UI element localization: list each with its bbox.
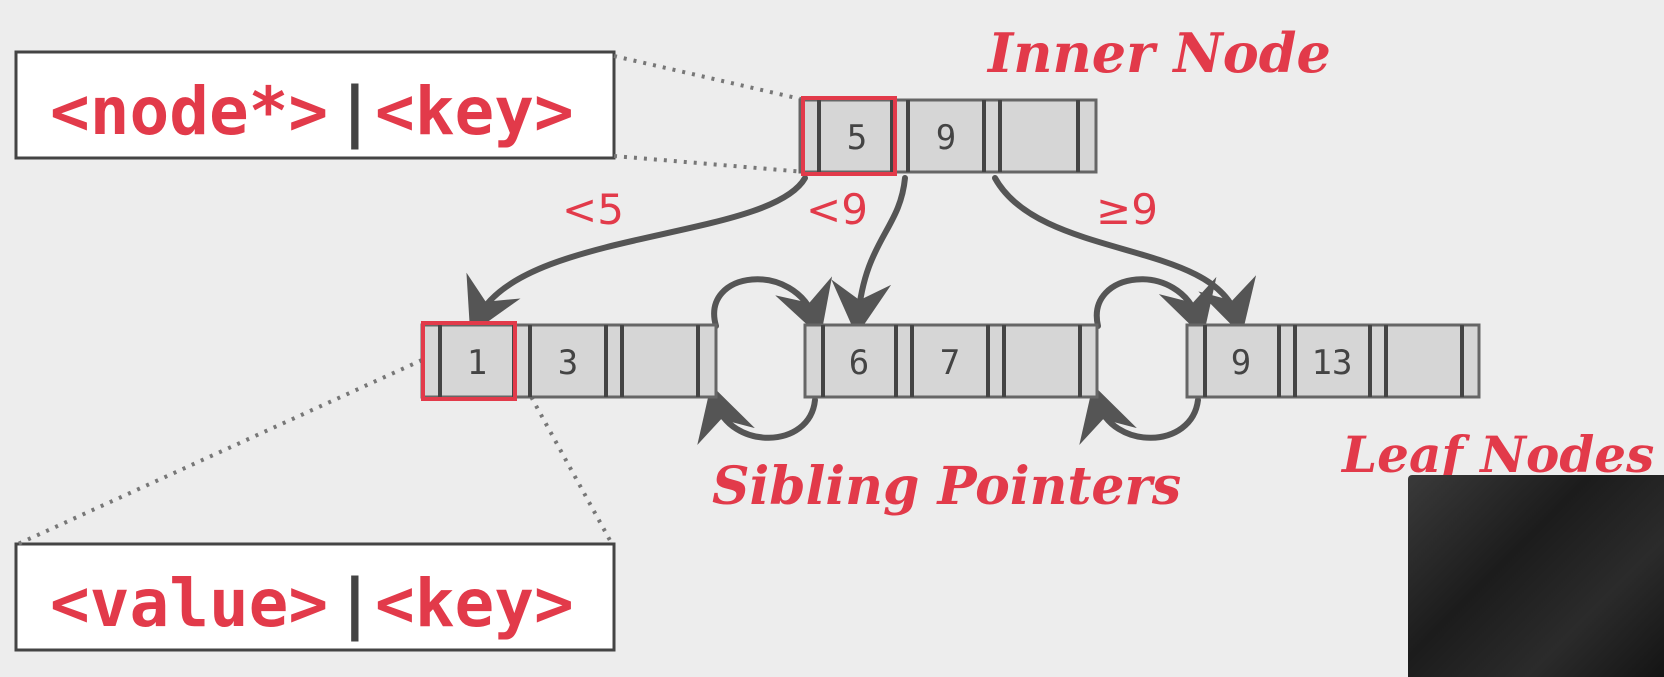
arrow-ge9	[992, 175, 1257, 336]
highlight-box	[421, 321, 517, 401]
legend-value: <value>	[50, 565, 328, 642]
leaf-entry-legend: <value> | <key>	[14, 542, 616, 652]
legend-key: <key>	[375, 565, 574, 642]
leaf-node: 6 7	[803, 323, 1099, 399]
sibling-arrow-forward	[1093, 276, 1217, 338]
connector-line	[17, 358, 423, 546]
leaf-key: 1	[467, 343, 487, 383]
legend-node-pointer: <node*>	[50, 73, 328, 150]
sibling-arrow-forward	[711, 276, 833, 338]
arrow-lt5	[466, 175, 808, 335]
video-thumbnail	[1408, 475, 1664, 677]
sibling-pointers-title: Sibling Pointers	[712, 456, 1181, 517]
leaf-key: 7	[940, 343, 960, 383]
legend-key: <key>	[375, 73, 574, 150]
branch-label-lt5: <5	[562, 185, 624, 234]
highlight-box	[801, 96, 897, 176]
connector-line	[613, 154, 806, 174]
leaf-node: 9 13	[1185, 323, 1481, 399]
leaf-key: 3	[558, 343, 578, 383]
sibling-arrow-backward	[697, 384, 818, 445]
leaf-node: 1 3	[420, 321, 718, 401]
inner-key: 9	[936, 118, 956, 158]
leaf-key: 9	[1231, 343, 1251, 383]
leaf-key: 6	[849, 343, 869, 383]
connector-line	[613, 54, 806, 102]
zoom-connectors	[17, 54, 806, 546]
branch-label-ge9: ≥9	[1096, 185, 1158, 234]
leaf-key: 13	[1312, 343, 1353, 383]
inner-node-title: Inner Node	[986, 21, 1331, 85]
arrow-lt9	[831, 175, 908, 336]
legend-separator: |	[335, 565, 375, 643]
sibling-arrows	[697, 276, 1217, 445]
legend-separator: |	[335, 73, 375, 151]
inner-key: 5	[847, 118, 867, 158]
inner-entry-legend: <node*> | <key>	[14, 50, 616, 160]
branch-label-lt9: <9	[806, 185, 868, 234]
sibling-arrow-backward	[1079, 384, 1201, 445]
leaf-nodes-title: Leaf Nodes	[1340, 425, 1654, 484]
child-pointers	[466, 175, 1257, 336]
inner-node: 5 9	[798, 96, 1098, 176]
